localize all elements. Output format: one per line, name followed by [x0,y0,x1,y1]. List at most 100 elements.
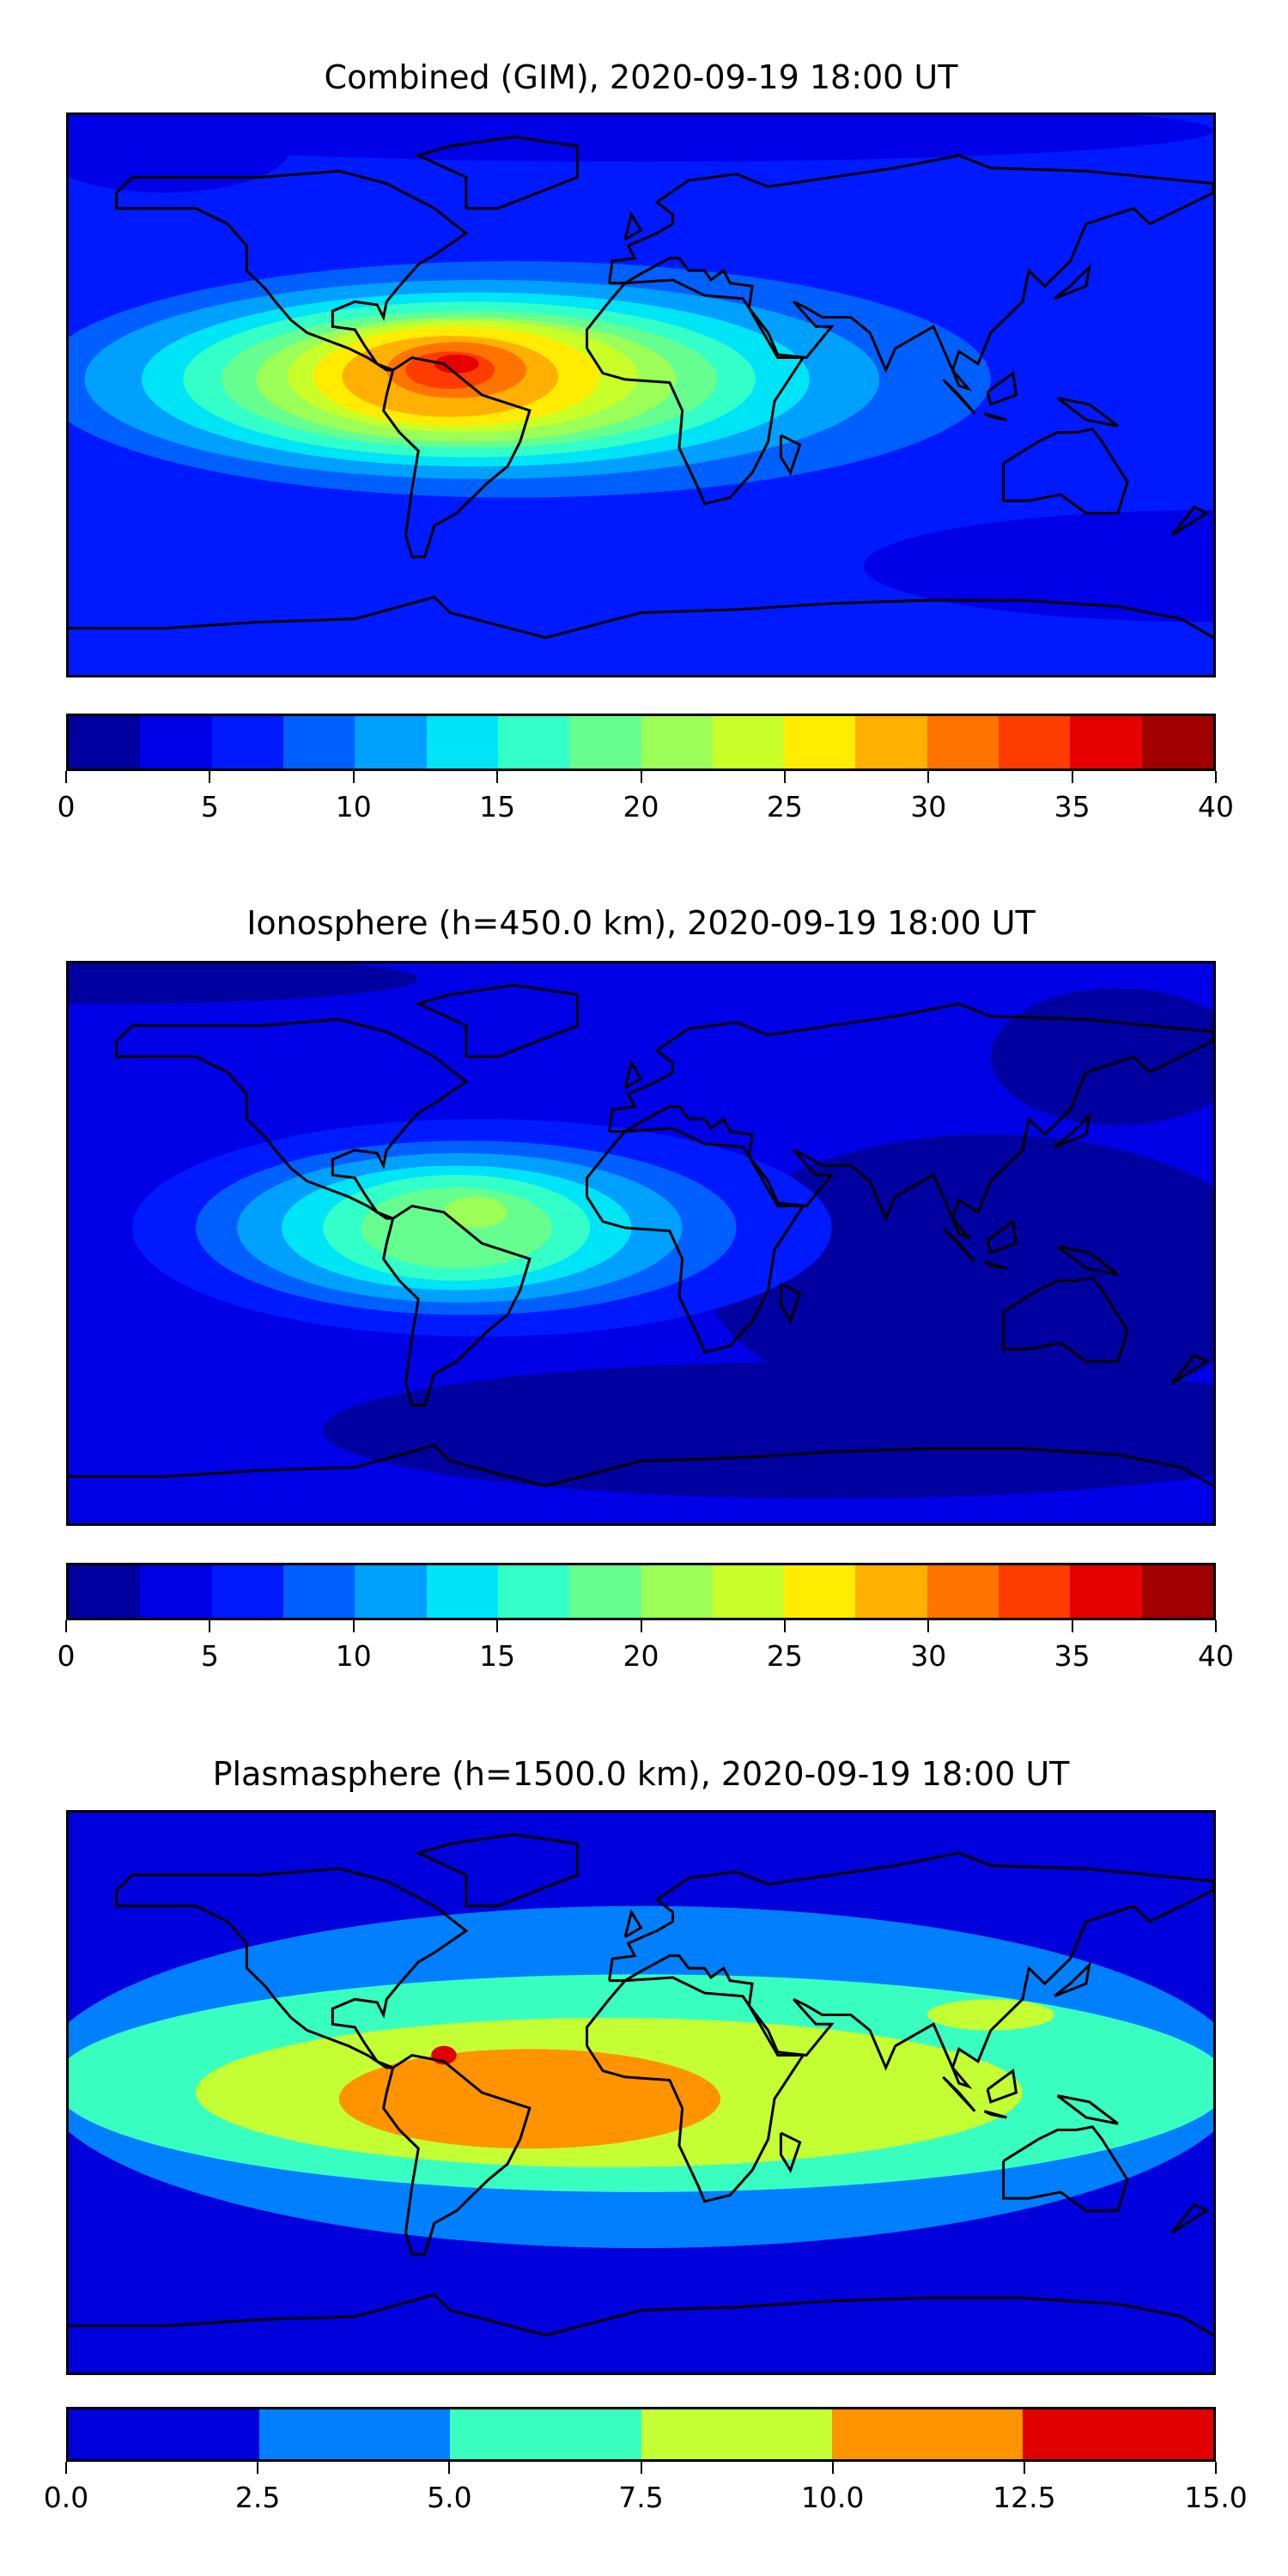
colorbar-segment [641,2409,832,2459]
coastline [69,2294,1213,2335]
tick-label: 15 [479,790,516,823]
colorbar-segment [450,2409,641,2459]
coastline [987,2071,1016,2102]
map-combined [66,112,1216,677]
coastline [943,1228,975,1262]
coastline [418,137,577,208]
colorbar-ticks: 0 5 10 15 20 25 30 35 40 [58,1620,1234,1689]
map-plasmasphere [66,1810,1216,2375]
tick-label: 40 [1198,790,1234,823]
tick-mark [65,2462,67,2474]
tick-mark [496,771,499,783]
colorbar-segment [355,1565,427,1618]
colorbar-segment [831,2409,1023,2459]
tick-mark [65,771,67,783]
colorbar-segment [69,2409,260,2459]
coastline [587,1128,804,1352]
coastline [984,1262,1006,1268]
colorbar-segment [569,716,641,769]
contour-region [69,963,419,1005]
colorbar-segment [211,716,283,769]
tick-mark [927,1620,930,1632]
colorbar-segment [999,716,1071,769]
tick-label: 5 [200,1639,219,1673]
colorbar-segment [69,716,141,769]
colorbar-segment [140,716,212,769]
tick-mark [640,1620,642,1632]
coastline [1058,398,1118,427]
tick-mark [496,1620,499,1632]
coastline [625,1063,641,1088]
colorbar-ticks: 0.0 2.5 5.0 7.5 10.0 12.5 15.0 [44,2462,1248,2530]
colorbar-segment [784,1565,856,1618]
contour-region [927,1999,1054,2031]
tick-label: 5 [200,790,219,823]
coastline [1054,267,1090,298]
coastline [943,380,975,414]
tick-mark [448,2462,451,2474]
colorbar-segment [712,716,785,769]
coastline [1054,1965,1090,1996]
colorbar-segment [927,1565,999,1618]
tick-mark [1215,2462,1217,2474]
coastline [781,1284,799,1321]
tick-label: 30 [910,790,947,823]
tick-mark [209,771,211,783]
coastline [384,2056,530,2255]
coastline [384,358,530,557]
coastline [781,435,799,472]
coastline [384,1206,530,1406]
colorbar-segment [426,716,498,769]
tick-label: 20 [623,1639,659,1673]
colorbar-ticks: 0 5 10 15 20 25 30 35 40 [58,771,1234,840]
chart-title: Plasmasphere (h=1500.0 km), 2020-09-19 1… [212,1755,1070,1793]
contour-region [338,2049,721,2149]
tick-mark [783,771,786,783]
colorbar-segment [641,716,713,769]
tick-label: 0 [57,1639,76,1673]
contour-region [863,510,1213,623]
tick-label: 25 [766,1639,803,1673]
tick-label: 10 [335,1639,372,1673]
colorbar-segment [1022,2409,1214,2459]
tick-mark [352,771,355,783]
coastline [609,1004,1213,1237]
coastline [625,215,641,240]
contour-region [323,1361,1213,1498]
colorbar-segment [712,1565,785,1618]
coastline [418,985,577,1056]
contour-region [443,1196,507,1228]
tick-label: 35 [1054,790,1091,823]
tick-mark [640,2462,642,2474]
coastline [984,2111,1006,2117]
tick-mark [257,2462,259,2474]
colorbar [66,714,1216,771]
tick-label: 2.5 [234,2481,281,2514]
tick-mark [1023,2462,1025,2474]
colorbar-segment [1141,716,1213,769]
tick-mark [209,1620,211,1632]
colorbar-segment [283,716,355,769]
coastline [1004,2127,1127,2211]
tick-label: 15 [479,1639,516,1673]
coastline [1004,1278,1127,1362]
coastline [117,171,466,370]
coastline [587,280,804,504]
coastline [1172,2204,1207,2233]
coastline [117,1019,466,1218]
tick-mark [927,771,930,783]
tick-label: 0.0 [43,2481,89,2514]
coastline [1054,1115,1090,1146]
colorbar-segment [1070,1565,1142,1618]
coastline [984,414,1006,420]
tick-label: 5.0 [427,2481,472,2514]
coastline [1058,2096,1118,2124]
colorbar [66,2407,1216,2462]
tick-label: 35 [1054,1639,1091,1673]
coastline [625,1912,641,1937]
tick-mark [1215,1620,1217,1632]
coastline [1058,1247,1118,1275]
colorbar-segment [140,1565,212,1618]
coastline [943,2077,975,2111]
tick-mark [65,1620,67,1632]
